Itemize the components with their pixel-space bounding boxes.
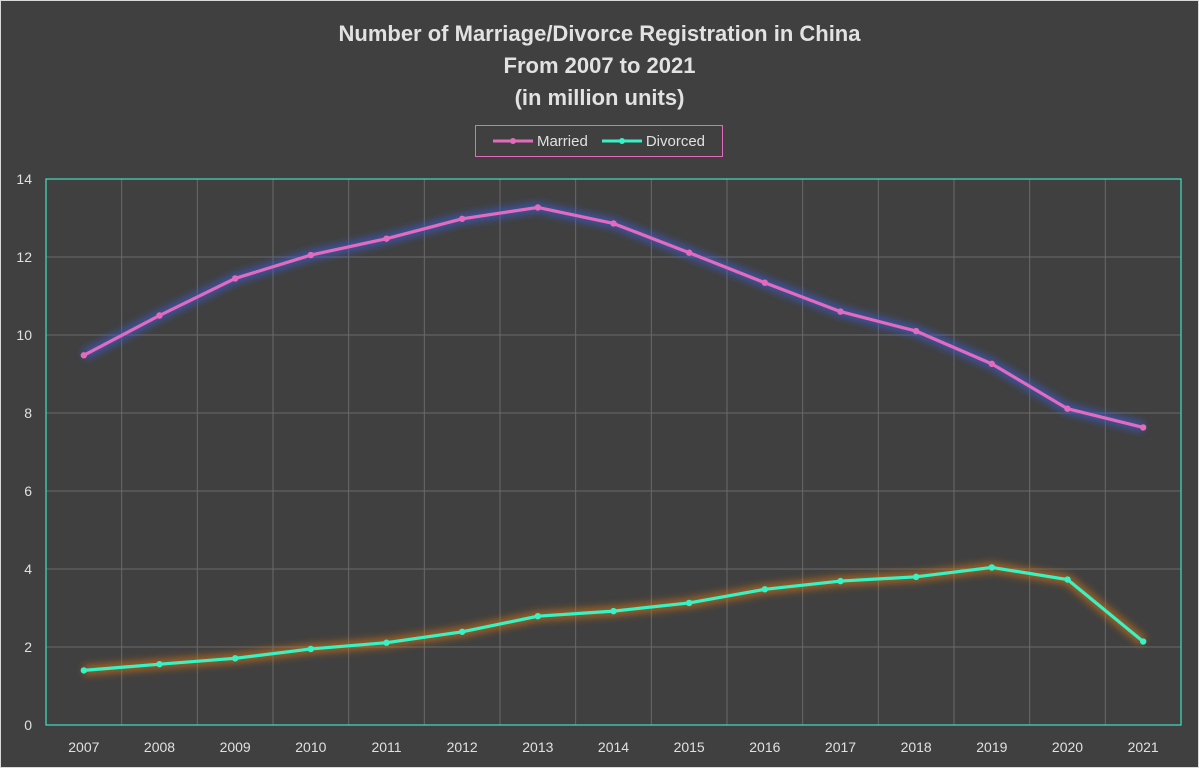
data-point-married xyxy=(307,251,315,259)
data-point-divorced xyxy=(383,639,390,646)
data-point-married xyxy=(1064,405,1071,412)
data-point-married xyxy=(534,204,542,211)
x-tick-label: 2015 xyxy=(674,739,705,755)
x-tick-label: 2016 xyxy=(749,739,780,755)
y-tick-label: 10 xyxy=(16,327,32,343)
series-glow-divorced xyxy=(83,562,1147,675)
data-point-divorced xyxy=(912,573,920,580)
data-point-divorced xyxy=(685,599,693,607)
x-tick-label: 2020 xyxy=(1052,739,1083,755)
data-point-married xyxy=(837,308,844,315)
series-glow-married xyxy=(81,202,1145,432)
x-tick-label: 2013 xyxy=(522,739,553,755)
data-point-divorced xyxy=(610,607,617,615)
data-point-divorced xyxy=(1064,576,1071,583)
x-tick-label: 2018 xyxy=(901,739,932,755)
data-point-married xyxy=(685,249,693,256)
y-tick-label: 4 xyxy=(24,561,32,577)
x-tick-label: 2009 xyxy=(220,739,251,755)
x-tick-label: 2008 xyxy=(144,739,175,755)
y-tick-label: 14 xyxy=(16,171,32,187)
data-point-married xyxy=(383,235,390,242)
y-tick-label: 2 xyxy=(24,639,32,655)
chart-title-line-2: From 2007 to 2021 xyxy=(503,53,696,78)
data-point-married xyxy=(761,279,769,286)
x-tick-label: 2011 xyxy=(371,739,401,755)
data-point-divorced xyxy=(988,564,996,571)
x-tick-label: 2007 xyxy=(68,739,99,755)
data-point-married xyxy=(458,215,466,222)
legend-swatch-divorced xyxy=(601,138,642,144)
axis-layer: 0 2 4 6 8 10 12 14 2007 2008 2009 2010 2011 2012 2013 2… xyxy=(16,171,1182,755)
data-point-divorced xyxy=(156,660,163,668)
x-tick-label: 2014 xyxy=(598,739,629,755)
chart-legend: Married Divorced xyxy=(475,125,723,157)
y-tick-label: 8 xyxy=(24,405,32,421)
data-point-married xyxy=(1139,424,1147,431)
legend-label-divorced: Divorced xyxy=(645,132,706,150)
grid-layer xyxy=(46,178,1181,726)
series-layer xyxy=(80,202,1147,675)
data-point-divorced xyxy=(837,577,844,585)
data-point-married xyxy=(912,327,920,335)
plot-area-border xyxy=(45,178,1182,726)
x-tick-label: 2012 xyxy=(447,739,478,755)
chart-title-line-1: Number of Marriage/Divorce Registration … xyxy=(338,21,861,46)
x-tick-label: 2017 xyxy=(825,739,856,755)
data-point-divorced xyxy=(534,612,542,620)
legend-item-divorced: Divorced xyxy=(601,132,706,150)
data-point-divorced xyxy=(231,655,239,662)
data-point-married xyxy=(610,220,617,227)
data-point-married xyxy=(231,275,239,282)
series-line-married xyxy=(82,205,1145,430)
y-tick-label: 0 xyxy=(24,717,32,733)
data-point-divorced xyxy=(80,667,88,674)
data-point-divorced xyxy=(307,645,315,653)
x-tick-label: 2019 xyxy=(976,739,1007,755)
data-point-divorced xyxy=(761,586,769,593)
x-tick-label: 2021 xyxy=(1128,739,1159,755)
data-point-married xyxy=(156,312,163,319)
data-point-married xyxy=(988,360,996,368)
y-tick-label: 12 xyxy=(16,249,32,265)
x-tick-label: 2010 xyxy=(295,739,326,755)
data-point-divorced xyxy=(1139,638,1147,645)
data-point-married xyxy=(80,352,88,359)
data-point-divorced xyxy=(458,628,466,635)
y-tick-label: 6 xyxy=(24,483,32,499)
legend-swatch-married xyxy=(492,138,533,144)
legend-item-married: Married xyxy=(492,132,588,150)
chart-title-line-3: (in million units) xyxy=(514,85,685,110)
legend-label-married: Married xyxy=(536,132,588,150)
